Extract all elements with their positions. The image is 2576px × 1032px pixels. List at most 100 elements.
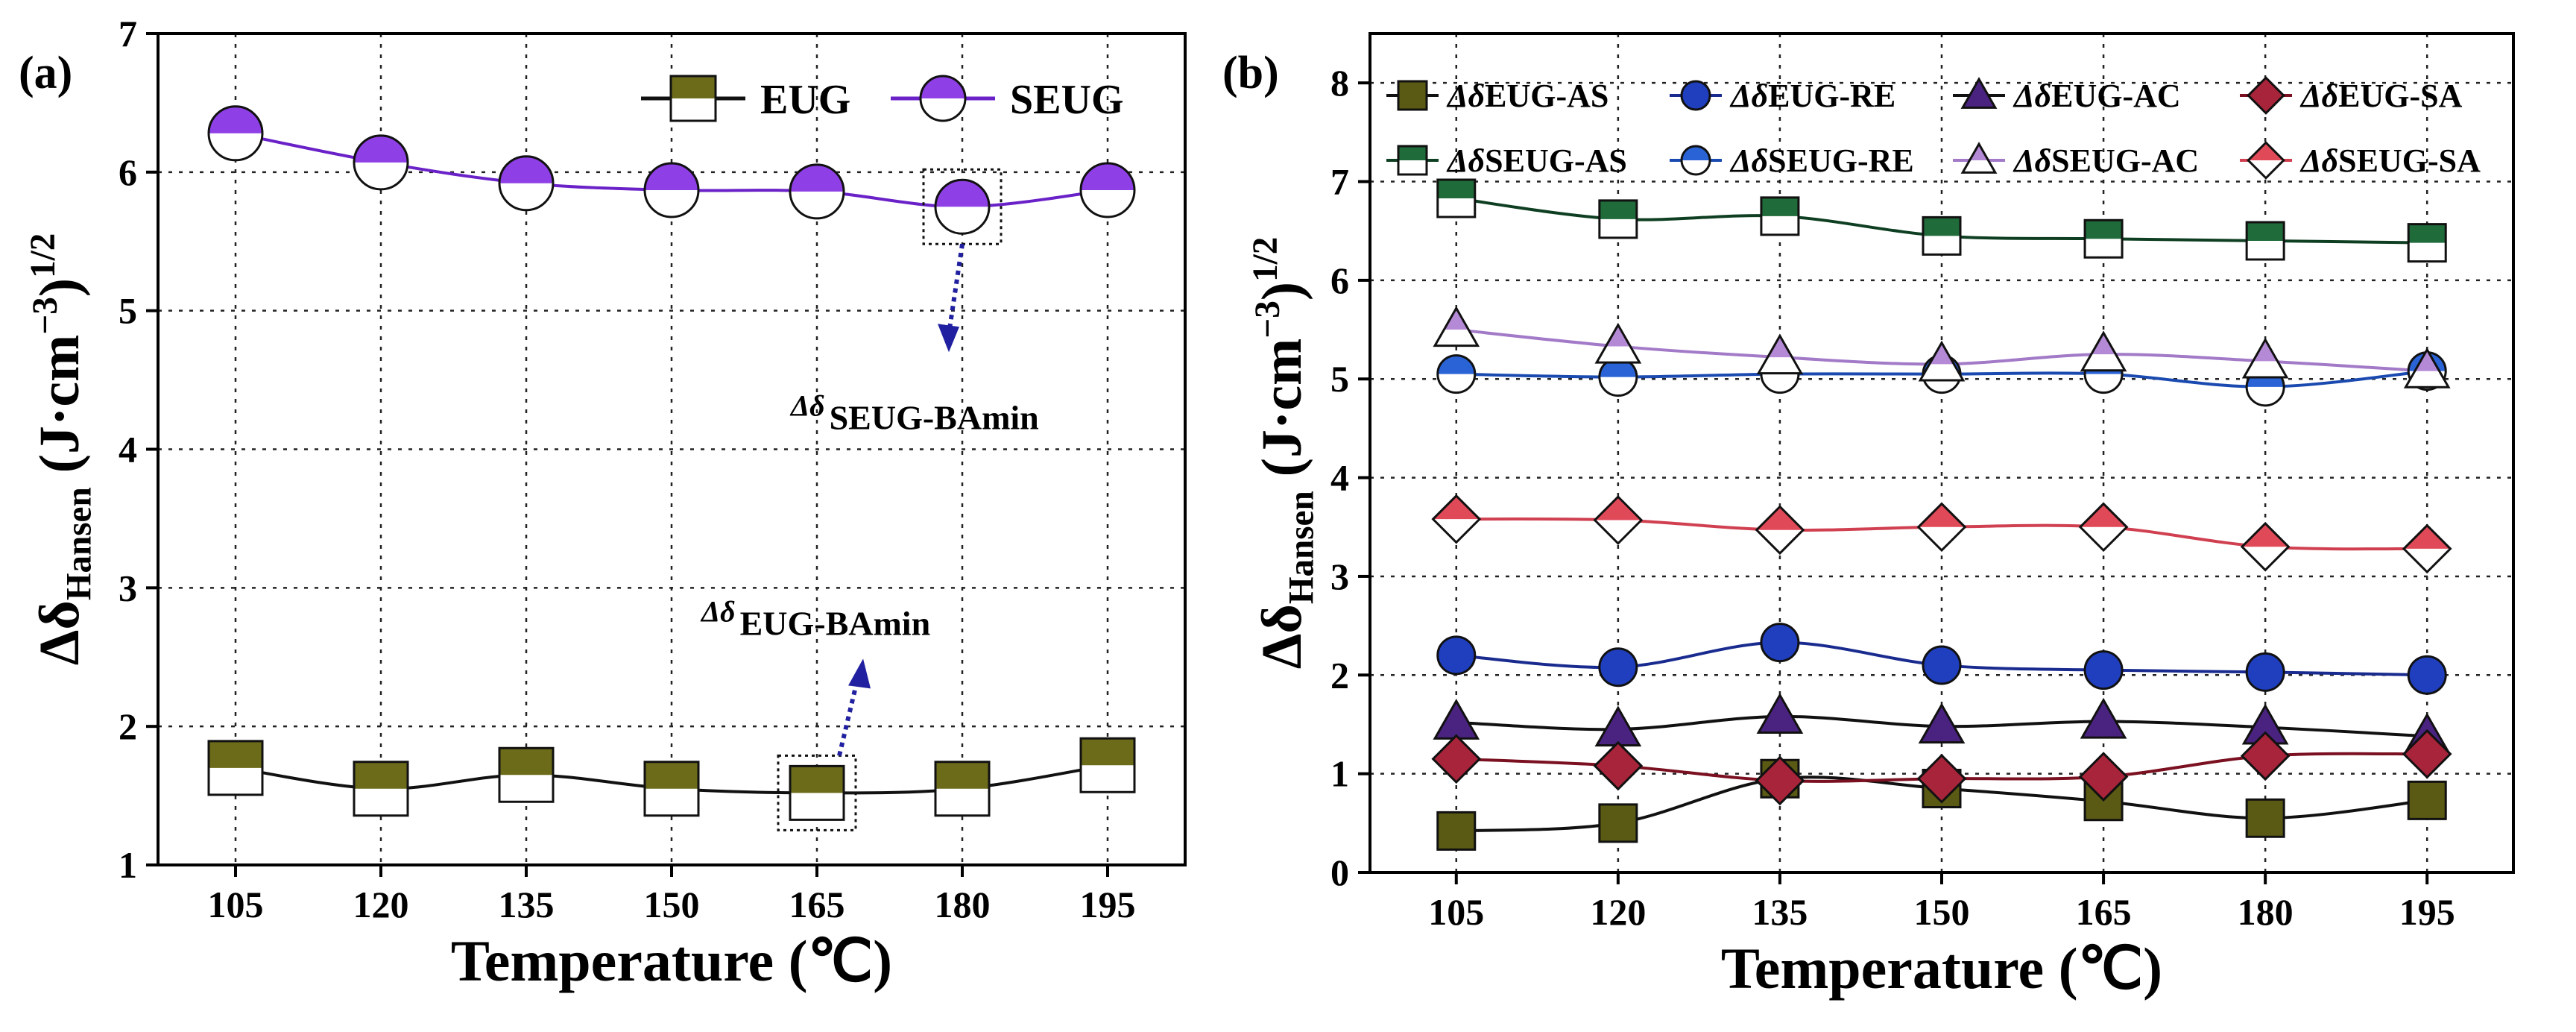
point-s5-2 [1598,199,1638,239]
point-s8-7 [2402,523,2452,574]
y-axis-ticks: 1 2 3 4 5 6 7 [119,13,158,886]
annotation-label: Δδ SEUG-BAmin [789,388,1039,436]
legend-entry-eug: EUG [641,75,850,123]
legend-marker [2247,76,2285,115]
point-s2-4 [1922,645,1962,685]
x-axis-label: Temperature (℃) [1721,936,2162,1001]
y-tick-label: 4 [119,429,137,471]
point-s7-6 [2241,337,2289,379]
legend-marker [1397,145,1428,176]
legend-marker [919,75,967,122]
point-s5-4 [1922,215,1962,256]
point-s4-4 [1916,753,1967,804]
point-s8-1 [1431,494,1482,544]
legend-label: ΔδEUG-RE [1729,78,1895,114]
point-s1-5 [789,764,845,821]
point-s5-1 [1436,178,1477,218]
legend-marker [2247,141,2285,180]
x-tick-label: 120 [353,884,409,925]
point-s7-7 [2403,347,2451,388]
point-s7-5 [2080,330,2127,372]
annotation-label: Δδ EUG-BAmin [700,594,930,642]
point-s8-6 [2240,521,2291,572]
annotation-box [777,754,857,831]
y-tick-label: 5 [1330,358,1349,400]
legend-label: ΔδEUG-AC [2012,78,2181,114]
legend-label: ΔδSEUG-AS [1446,142,1627,179]
point-s2-3 [1760,623,1800,663]
x-tick-label: 180 [935,884,991,925]
legend-marker [1397,80,1428,111]
x-tick-label: 105 [1428,891,1484,933]
y-axis-ticks: 0 1 2 3 4 5 6 7 8 [1330,62,1370,893]
point-s2-2 [1598,647,1638,688]
legend-entry-seug: SEUG [891,75,1124,123]
point-s4-5 [2078,752,2129,802]
point-s1-1 [1436,811,1477,851]
annotation-arrow-head [938,324,959,353]
y-tick-label: 7 [119,13,137,54]
annotation-arrow-head [848,658,871,689]
x-tick-label: 195 [2399,891,2455,933]
point-s3-3 [1756,693,1804,734]
legend-marker [1960,77,1998,109]
point-s2-7 [2407,655,2447,695]
legend-entry-4: ΔδEUG-SA [2240,76,2463,115]
legend-marker [669,75,717,122]
point-s2-3 [498,155,555,212]
point-s2-7 [1079,162,1136,218]
legend-label: SEUG [1010,77,1124,123]
y-tick-label: 1 [1330,753,1349,795]
point-s1-6 [2245,798,2285,838]
chart-panel-a: 105 120 135 150 165 180 195 1 2 3 4 5 6 7 Temperature … [19,13,1187,993]
point-s8-4 [1916,502,1967,553]
point-s1-3 [498,746,555,803]
annotation-2: Δδ EUG-BAmin [700,594,930,831]
legend-marker [1680,145,1711,176]
legend-marker [1960,142,1998,174]
y-tick-label: 7 [1330,161,1349,203]
y-tick-label: 5 [119,290,137,332]
x-tick-label: 180 [2238,891,2294,933]
legend-label: ΔδSEUG-SA [2299,142,2481,179]
point-s3-4 [1918,702,1966,744]
legend: ΔδEUG-AS ΔδEUG-RE ΔδEUG-AC ΔδEUG-SA ΔδSEUG-A… [1386,76,2481,180]
x-axis-ticks: 105 120 135 150 165 180 195 [1428,872,2455,933]
point-s3-1 [1433,699,1480,740]
legend-label: EUG [760,77,850,123]
point-s1-1 [207,740,264,796]
annotations: Δδ SEUG-BAmin Δδ EUG-BAmin [700,168,1039,831]
legend-entry-7: ΔδSEUG-AC [1953,142,2199,179]
y-tick-label: 0 [1330,852,1349,893]
annotation-arrow-line [837,676,860,757]
point-s8-3 [1755,505,1805,556]
grid [158,34,1185,865]
point-s4-3 [1755,755,1805,806]
y-tick-label: 2 [1330,654,1349,696]
y-tick-label: 6 [1330,259,1349,301]
point-s7-4 [1918,340,1966,382]
point-s3-2 [1594,705,1642,747]
legend-entry-1: ΔδEUG-AS [1386,78,1609,114]
point-s1-2 [353,761,409,817]
legend-marker [1680,80,1711,111]
point-s5-5 [2083,218,2124,259]
legend-entry-3: ΔδEUG-AC [1953,77,2181,114]
point-s1-2 [1598,803,1638,843]
point-s2-5 [789,163,845,220]
point-s7-3 [1756,333,1804,375]
x-axis-ticks: 105 120 135 150 165 180 195 [208,865,1136,925]
x-tick-label: 150 [1914,891,1970,933]
chart-panel-b: 105 120 135 150 165 180 195 0 1 2 3 4 5 6 7 8 Temperatur… [1222,32,2515,1001]
point-s5-7 [2407,223,2447,263]
legend-entry-2: ΔδEUG-RE [1670,78,1895,114]
point-s1-7 [1079,737,1136,793]
y-tick-label: 3 [1330,556,1349,597]
point-s4-2 [1593,740,1644,791]
legend: EUG SEUG [641,75,1124,123]
legend-entry-8: ΔδSEUG-SA [2240,141,2481,180]
point-s2-5 [2083,650,2124,690]
annotation-1: Δδ SEUG-BAmin [789,168,1039,436]
x-tick-label: 165 [789,884,845,925]
